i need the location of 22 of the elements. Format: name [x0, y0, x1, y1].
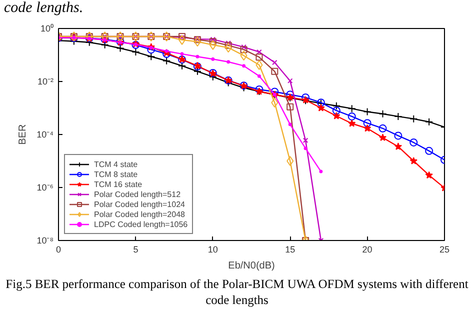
- y-tick-label: 10⁻²: [37, 76, 54, 86]
- legend-label: Polar Coded length=1024: [94, 199, 185, 209]
- y-tick-label: 10⁻⁶: [36, 182, 54, 192]
- x-axis-title: Eb/N0(dB): [228, 260, 275, 272]
- legend-label: TCM 8 state: [94, 169, 138, 179]
- text: code lengths.: [4, 0, 84, 16]
- x-tick-label: 0: [56, 244, 62, 254]
- y-axis-title: BER: [18, 124, 29, 145]
- legend-label: Polar Coded length=512: [94, 189, 181, 199]
- x-tick-label: 5: [133, 244, 138, 254]
- x-tick-label: 10: [208, 244, 218, 254]
- y-tick-label: 10⁻⁴: [36, 130, 54, 140]
- legend-label: Polar Coded length=2048: [94, 209, 185, 219]
- x-tick-label: 15: [285, 244, 296, 254]
- y-tick-label: 10⁻⁸: [36, 236, 54, 246]
- legend-label: TCM 16 state: [94, 179, 142, 189]
- x-tick-label: 20: [362, 244, 372, 254]
- caption: Fig.5 BER performance comparison of the Polar-BICM UWA OFDM systems with different code lengths: [4, 276, 470, 308]
- x-tick-label: 25: [439, 244, 450, 254]
- legend-label: TCM 4 state: [94, 159, 138, 169]
- legend-label: LDPC Coded length=1056: [94, 219, 188, 229]
- y-tick-label: 10⁰: [40, 24, 54, 34]
